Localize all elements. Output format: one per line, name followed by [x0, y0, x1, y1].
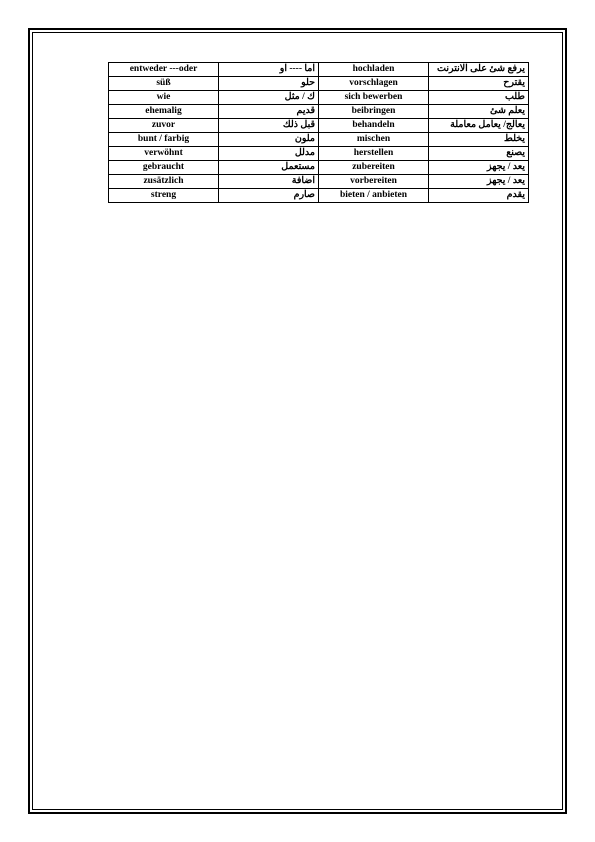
cell-arabic-left: اضافة	[219, 175, 319, 189]
cell-german-right: vorschlagen	[319, 77, 429, 91]
vocab-table: entweder ---oderاما ---- اوhochladenيرفع…	[108, 62, 529, 203]
table-row: gebrauchtمستعملzubereitenيعد / يجهز	[109, 161, 529, 175]
cell-arabic-left: حلو	[219, 77, 319, 91]
cell-arabic-right: يعد / يجهز	[429, 175, 529, 189]
cell-german-right: sich bewerben	[319, 91, 429, 105]
cell-arabic-left: قديم	[219, 105, 319, 119]
cell-german-right: mischen	[319, 133, 429, 147]
cell-german-left: ehemalig	[109, 105, 219, 119]
table-row: süßحلوvorschlagenيقترح	[109, 77, 529, 91]
cell-german-left: gebraucht	[109, 161, 219, 175]
cell-arabic-left: قبل ذلك	[219, 119, 319, 133]
cell-arabic-right: يقترح	[429, 77, 529, 91]
cell-german-left: zusätzlich	[109, 175, 219, 189]
table-row: zuvorقبل ذلكbehandelnيعالج/ يعامل معاملة	[109, 119, 529, 133]
cell-german-right: hochladen	[319, 63, 429, 77]
cell-arabic-right: يخلط	[429, 133, 529, 147]
table-row: zusätzlichاضافةvorbereitenيعد / يجهز	[109, 175, 529, 189]
table-row: ehemaligقديمbeibringenيعلم شئ	[109, 105, 529, 119]
cell-german-right: bieten / anbieten	[319, 189, 429, 203]
table-row: wieك / مثلsich bewerbenطلب	[109, 91, 529, 105]
cell-german-right: zubereiten	[319, 161, 429, 175]
cell-german-right: herstellen	[319, 147, 429, 161]
cell-arabic-left: مدلل	[219, 147, 319, 161]
table-row: entweder ---oderاما ---- اوhochladenيرفع…	[109, 63, 529, 77]
cell-arabic-right: يصنع	[429, 147, 529, 161]
cell-arabic-left: صارم	[219, 189, 319, 203]
cell-arabic-right: يرفع شئ على الانترنت	[429, 63, 529, 77]
cell-arabic-right: يعلم شئ	[429, 105, 529, 119]
cell-arabic-left: اما ---- او	[219, 63, 319, 77]
table-row: strengصارمbieten / anbietenيقدم	[109, 189, 529, 203]
cell-german-left: süß	[109, 77, 219, 91]
cell-german-left: bunt / farbig	[109, 133, 219, 147]
cell-german-right: behandeln	[319, 119, 429, 133]
cell-arabic-right: يعد / يجهز	[429, 161, 529, 175]
cell-arabic-left: ك / مثل	[219, 91, 319, 105]
cell-german-left: entweder ---oder	[109, 63, 219, 77]
cell-german-right: beibringen	[319, 105, 429, 119]
cell-german-left: wie	[109, 91, 219, 105]
cell-german-left: zuvor	[109, 119, 219, 133]
cell-arabic-left: ملون	[219, 133, 319, 147]
table-container: entweder ---oderاما ---- اوhochladenيرفع…	[108, 62, 528, 203]
cell-arabic-right: طلب	[429, 91, 529, 105]
cell-german-left: streng	[109, 189, 219, 203]
cell-german-right: vorbereiten	[319, 175, 429, 189]
table-row: bunt / farbigملونmischenيخلط	[109, 133, 529, 147]
cell-arabic-left: مستعمل	[219, 161, 319, 175]
cell-german-left: verwöhnt	[109, 147, 219, 161]
cell-arabic-right: يعالج/ يعامل معاملة	[429, 119, 529, 133]
cell-arabic-right: يقدم	[429, 189, 529, 203]
table-row: verwöhntمدللherstellenيصنع	[109, 147, 529, 161]
